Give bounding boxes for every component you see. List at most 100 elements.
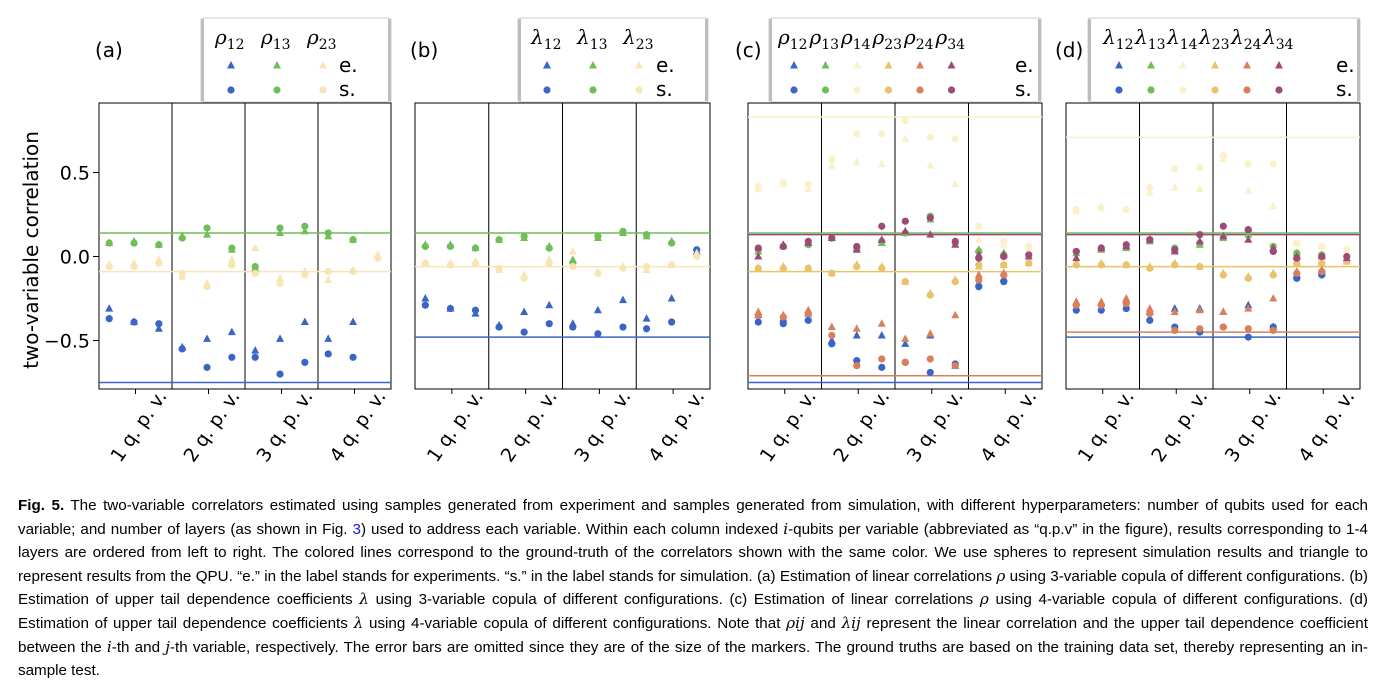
data-point-sim — [1000, 278, 1008, 286]
data-point-sim — [1146, 264, 1154, 272]
caption-part: and — [810, 614, 836, 632]
data-point-exp — [276, 228, 285, 236]
data-point-sim — [878, 355, 886, 363]
data-point-sim — [1269, 326, 1277, 335]
data-point-exp — [1145, 188, 1154, 196]
legend-row-label-sim: s. — [656, 77, 673, 101]
data-point-sim — [853, 242, 861, 251]
data-point-sim — [228, 244, 236, 252]
data-point-sim — [693, 252, 701, 261]
data-point-sim — [1072, 261, 1080, 269]
data-point-sim — [1171, 246, 1179, 254]
data-point-sim — [1293, 239, 1301, 247]
caption-math-rho: ρ — [979, 590, 989, 609]
data-point-sim — [1122, 261, 1130, 269]
data-point-exp — [1170, 183, 1179, 191]
data-point-sim — [1146, 310, 1154, 318]
legend-marker-sim — [1275, 86, 1283, 94]
data-point-sim — [754, 311, 762, 319]
legend-symbol: ρ12 — [214, 25, 245, 53]
data-point-sim — [1122, 304, 1130, 313]
legend-symbol: λ34 — [1262, 25, 1294, 53]
data-point-sim — [251, 353, 259, 361]
caption-math-lambda: λ — [359, 590, 369, 609]
y-tick-label: −0.5 — [44, 331, 90, 353]
data-point-sim — [228, 261, 236, 269]
data-point-sim — [1097, 306, 1105, 314]
legend-row-label-exp: e. — [656, 53, 675, 77]
data-point-exp — [642, 314, 651, 322]
caption-fig-label: Fig. 5. — [18, 497, 65, 514]
data-point-sim — [545, 320, 553, 328]
data-point-sim — [155, 320, 163, 328]
data-point-sim — [1318, 259, 1326, 267]
data-point-exp — [593, 305, 602, 314]
x-tick-label: 4 q. p. v. — [644, 386, 709, 466]
caption-part: -th and — [111, 638, 161, 656]
data-point-exp — [1195, 184, 1204, 193]
data-point-exp — [901, 226, 910, 235]
x-tick-label: 2 q. p. v. — [497, 386, 562, 466]
caption-part: using 3-variable copula of different con… — [375, 591, 974, 609]
caption-math-lambda-ij: λij — [841, 613, 861, 632]
legend-symbol: λ23 — [622, 25, 654, 53]
legend-symbol: ρ24 — [903, 25, 934, 53]
data-point-sim — [668, 318, 676, 326]
data-point-sim — [446, 304, 454, 313]
data-point-sim — [1244, 333, 1252, 341]
data-point-sim — [619, 264, 627, 272]
data-point-exp — [827, 322, 836, 331]
caption-figure-reference[interactable]: 3 — [352, 520, 361, 538]
data-point-exp — [421, 294, 430, 302]
data-point-sim — [446, 242, 454, 251]
legend-marker-exp — [1211, 61, 1219, 69]
data-point-sim — [1293, 274, 1301, 282]
data-point-sim — [1000, 271, 1008, 279]
data-point-sim — [178, 269, 186, 277]
data-point-sim — [1318, 242, 1326, 251]
data-point-sim — [975, 261, 983, 269]
x-tick-label: 1 q. p. v. — [106, 386, 171, 466]
data-point-sim — [130, 318, 138, 326]
data-point-sim — [105, 315, 113, 323]
data-point-sim — [1000, 237, 1008, 245]
data-point-sim — [1196, 163, 1204, 172]
data-point-sim — [1122, 299, 1130, 308]
data-point-exp — [154, 324, 163, 332]
data-point-sim — [828, 234, 836, 242]
data-point-sim — [901, 116, 909, 125]
caption-part: The two-variable correlators estimated u… — [18, 497, 1368, 538]
legend-marker-sim — [635, 86, 643, 94]
data-point-sim — [951, 362, 959, 370]
data-point-sim — [619, 323, 627, 331]
data-point-sim — [349, 268, 357, 276]
data-point-exp — [324, 334, 333, 342]
legend-marker-sim — [1147, 86, 1155, 94]
legend-symbol: ρ13 — [260, 25, 291, 53]
data-point-exp — [951, 310, 960, 319]
data-point-sim — [545, 259, 553, 267]
data-point-sim — [495, 236, 503, 244]
data-point-sim — [779, 242, 787, 251]
data-point-exp — [1269, 294, 1278, 302]
data-point-sim — [1146, 184, 1154, 192]
x-tick-label: 1 q. p. v. — [423, 386, 488, 466]
caption-math-lambda: λ — [353, 613, 364, 632]
data-point-sim — [1293, 259, 1301, 267]
data-point-sim — [779, 264, 787, 272]
data-point-exp — [667, 294, 676, 302]
data-point-exp — [1195, 305, 1204, 314]
x-tick-label: 3 q. p. v. — [903, 386, 968, 466]
x-tick-label: 4 q. p. v. — [976, 386, 1041, 466]
x-tick-label: 4 q. p. v. — [325, 386, 390, 466]
data-point-sim — [569, 262, 577, 271]
legend-symbol: λ23 — [1198, 25, 1230, 53]
legend-marker-exp — [319, 61, 327, 69]
data-point-sim — [324, 229, 332, 237]
legend-marker-exp — [853, 61, 861, 69]
data-point-sim — [251, 269, 259, 277]
data-point-exp — [520, 307, 529, 315]
legend-marker-exp — [589, 61, 597, 69]
caption-part: represent the linear correlation and the… — [18, 614, 1368, 656]
data-point-sim — [926, 291, 934, 299]
